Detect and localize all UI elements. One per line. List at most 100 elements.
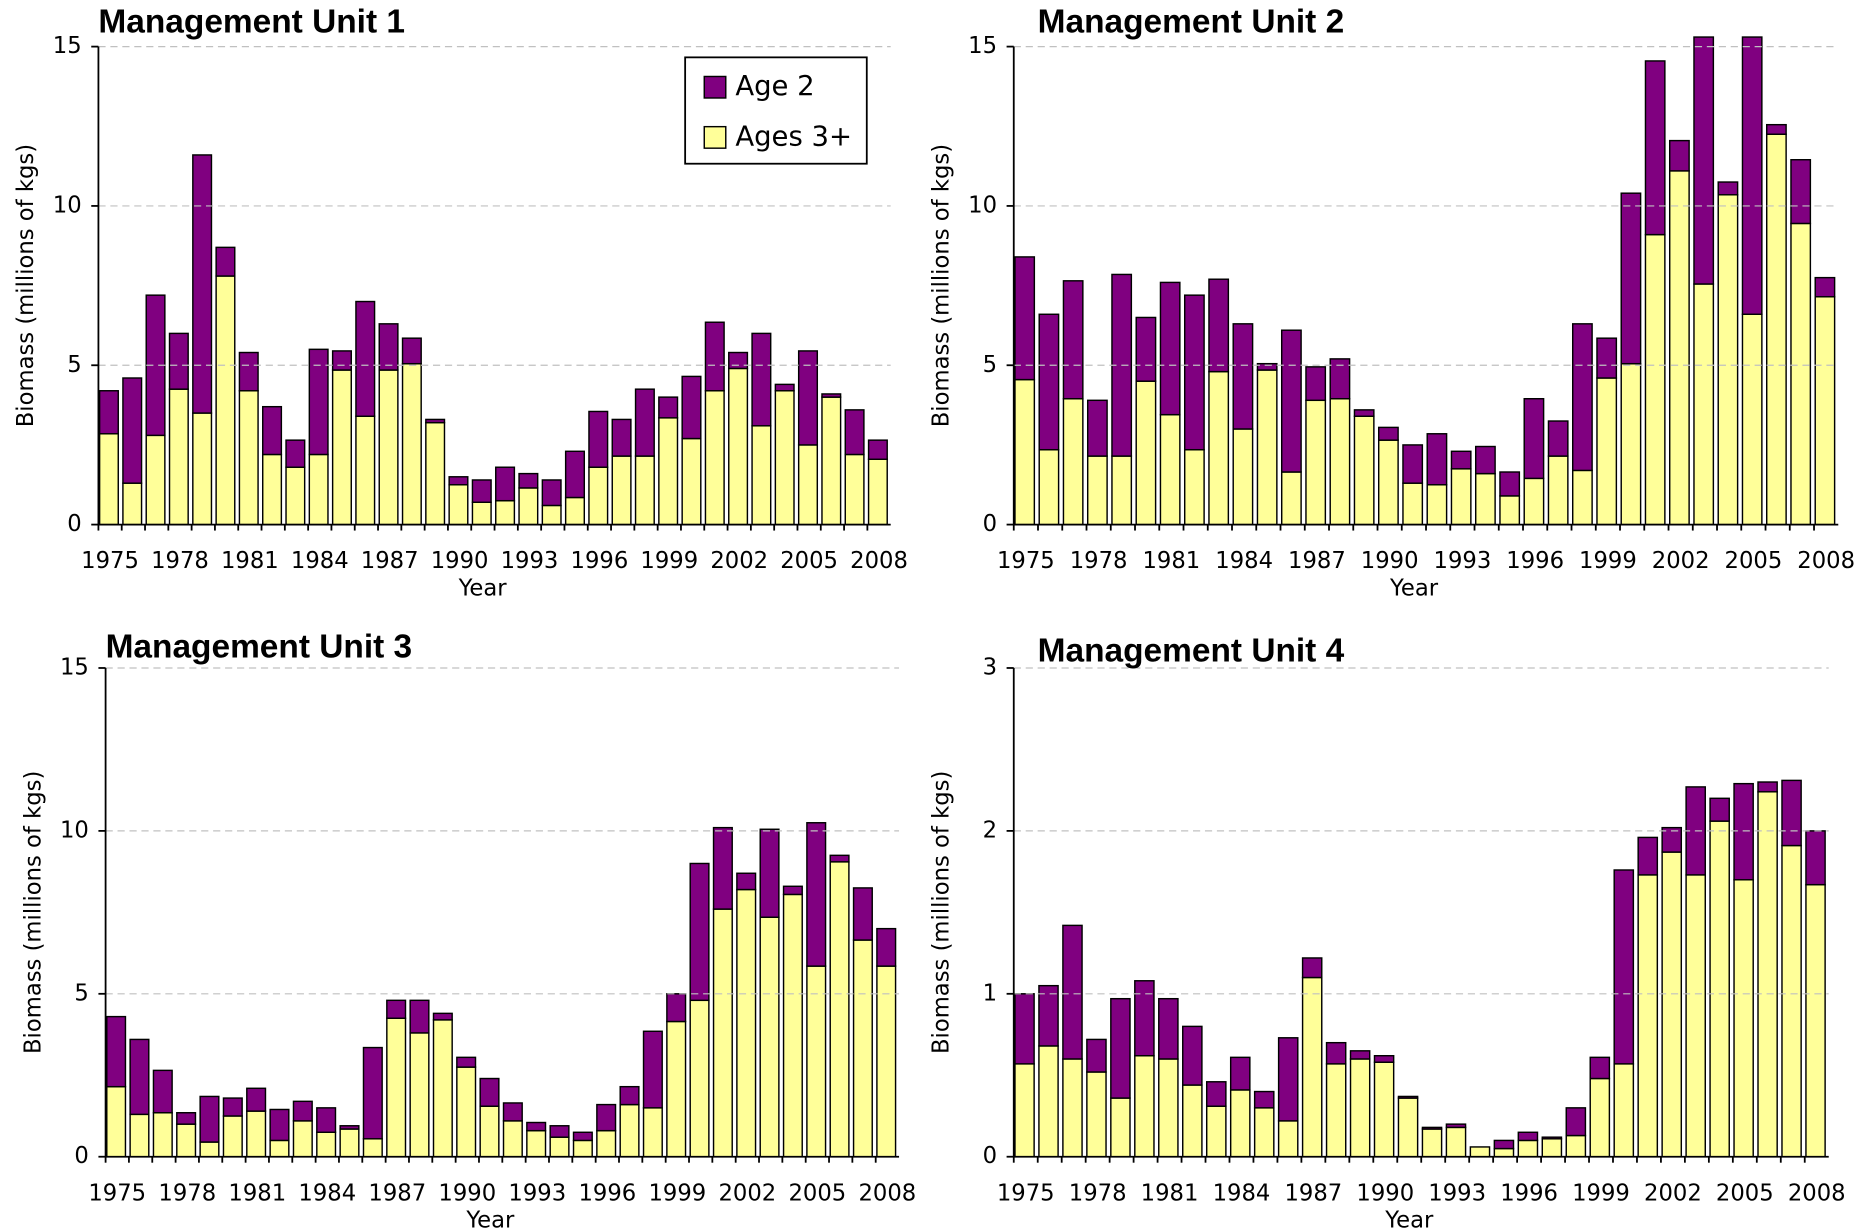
bar-segment: [1541, 1138, 1563, 1157]
bar-segment: [1693, 283, 1715, 525]
bar-segment: [549, 1136, 570, 1157]
bar-segment: [1086, 1071, 1107, 1157]
bar-segment: [1086, 455, 1108, 525]
bar-segment: [1014, 993, 1035, 1065]
bar-segment: [106, 1085, 127, 1157]
bar-segment: [549, 1125, 570, 1138]
bar-segment: [1229, 1089, 1251, 1157]
x-axis-label: Year: [1384, 1208, 1434, 1232]
bar-segment: [1253, 1090, 1275, 1109]
x-axis-label: Year: [1389, 576, 1439, 602]
x-tick-label: 1984: [291, 548, 349, 574]
bar-segment: [401, 337, 422, 365]
x-tick-label: 2005: [780, 548, 838, 574]
bar-segment: [246, 1087, 267, 1112]
bar-segment: [572, 1139, 593, 1157]
bar-segment: [122, 482, 143, 525]
y-tick-label: 5: [74, 980, 88, 1006]
bar-segment: [1805, 830, 1826, 886]
bar-segment: [876, 965, 897, 1157]
y-tick-label: 0: [74, 1143, 88, 1169]
bar-segment: [1111, 455, 1133, 525]
bar-segment: [1062, 280, 1084, 400]
bar-segment: [526, 1129, 547, 1157]
bar-segment: [1397, 1095, 1419, 1099]
bar-segment: [409, 999, 430, 1034]
bar-segment: [1062, 398, 1084, 525]
bar-segment: [386, 999, 407, 1019]
bar-segment: [564, 496, 586, 525]
bar-segment: [619, 1085, 640, 1106]
y-tick-label: 10: [53, 192, 82, 218]
bar-segment: [386, 1017, 407, 1157]
bar-segment: [844, 409, 865, 456]
x-tick-label: 2002: [1644, 1180, 1702, 1206]
y-tick-label: 10: [60, 817, 89, 843]
bar-segment: [1134, 1054, 1155, 1157]
y-axis-label: Biomass (millions of kgs): [20, 771, 46, 1054]
bar-segment: [806, 822, 827, 967]
bar-segment: [1373, 1061, 1395, 1157]
bar-segment: [658, 417, 679, 525]
bar-segment: [821, 396, 842, 525]
bar-segment: [689, 862, 710, 1002]
bar-segment: [1205, 1105, 1227, 1157]
bar-segment: [634, 388, 655, 457]
bar-segment: [596, 1103, 617, 1132]
x-tick-label: 1987: [1288, 548, 1346, 574]
bar-segment: [262, 405, 283, 456]
y-tick-label: 5: [67, 352, 81, 378]
x-tick-label: 1975: [997, 548, 1055, 574]
x-tick-label: 1990: [438, 1180, 496, 1206]
bar-segment: [1790, 159, 1812, 225]
bar-segment: [736, 872, 757, 891]
x-tick-label: 1996: [571, 548, 629, 574]
bar-segment: [751, 425, 772, 525]
x-tick-label: 1990: [431, 548, 489, 574]
x-tick-label: 2005: [788, 1180, 846, 1206]
bar-segment: [1377, 439, 1399, 525]
bar-segment: [145, 434, 166, 525]
bar-segment: [1205, 1081, 1227, 1107]
bar-segment: [1517, 1131, 1539, 1142]
bar-segment: [1397, 1097, 1419, 1157]
bar-segment: [681, 437, 702, 525]
x-tick-label: 1981: [221, 548, 279, 574]
bar-segment: [1474, 472, 1496, 525]
bar-segment: [502, 1102, 523, 1122]
bar-segment: [634, 455, 655, 525]
bar-segment: [1741, 36, 1763, 315]
bar-segment: [518, 487, 539, 525]
bar-segment: [1232, 323, 1254, 430]
bar-segment: [572, 1131, 593, 1142]
bar-segment: [1717, 181, 1739, 196]
bar-segment: [1301, 976, 1323, 1157]
bar-segment: [1637, 836, 1659, 876]
bar-segment: [1062, 1058, 1083, 1157]
bar-segment: [1596, 377, 1618, 525]
bar-segment: [456, 1066, 477, 1157]
bar-segment: [471, 479, 492, 503]
bar-segment: [588, 466, 609, 525]
x-tick-label: 2005: [1716, 1180, 1774, 1206]
bar-segment: [666, 1020, 687, 1157]
bar-segment: [681, 375, 702, 440]
bar-segment: [1669, 170, 1690, 525]
bar-segment: [1280, 471, 1302, 525]
x-tick-label: 1984: [1213, 1180, 1271, 1206]
bar-segment: [1523, 398, 1545, 480]
bar-segment: [1325, 1063, 1347, 1157]
bar-segment: [619, 1103, 640, 1157]
bar-segment: [238, 351, 259, 392]
bar-segment: [409, 1032, 430, 1157]
x-tick-label: 1990: [1361, 548, 1419, 574]
bar-segment: [1086, 399, 1108, 457]
bar-segment: [1693, 36, 1715, 285]
x-tick-label: 2002: [1652, 548, 1710, 574]
bar-segment: [1541, 1136, 1563, 1140]
bar-segment: [98, 390, 119, 435]
bar-segment: [1329, 398, 1351, 525]
x-tick-label: 2002: [710, 548, 768, 574]
bar-segment: [1421, 1128, 1443, 1157]
bar-segment: [176, 1112, 197, 1125]
